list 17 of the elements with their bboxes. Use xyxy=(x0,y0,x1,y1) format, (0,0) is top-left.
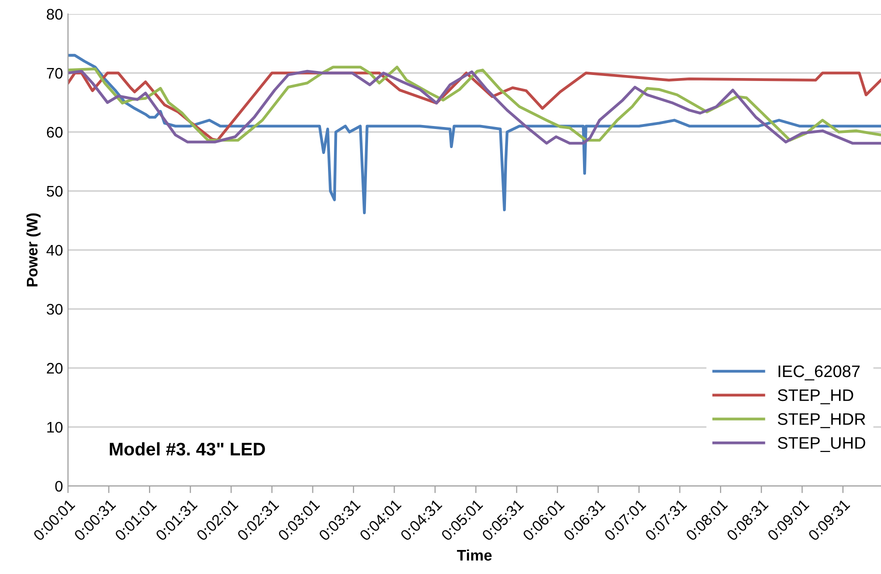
y-tick-label: 50 xyxy=(46,186,63,197)
y-tick-label: 30 xyxy=(46,304,63,315)
legend-label: STEP_UHD xyxy=(778,437,866,452)
y-tick-label: 10 xyxy=(47,422,63,433)
y-tick-label: 70 xyxy=(46,68,63,79)
y-tick-label: 60 xyxy=(46,126,63,138)
y-tick-label: 80 xyxy=(46,8,63,20)
y-tick-label: 0 xyxy=(55,480,63,492)
legend-label: IEC_62087 xyxy=(778,365,860,380)
annotation: Model #3. 43" LED xyxy=(110,442,265,456)
line-series xyxy=(68,54,881,214)
legend-label: STEP_HDR xyxy=(778,413,866,428)
x-axis-title: Time xyxy=(456,549,492,561)
legend-label: STEP_HD xyxy=(778,389,854,404)
y-axis-title: Power (W) xyxy=(26,213,41,286)
y-tick-label: 20 xyxy=(46,362,63,374)
y-tick-label: 40 xyxy=(46,244,63,256)
